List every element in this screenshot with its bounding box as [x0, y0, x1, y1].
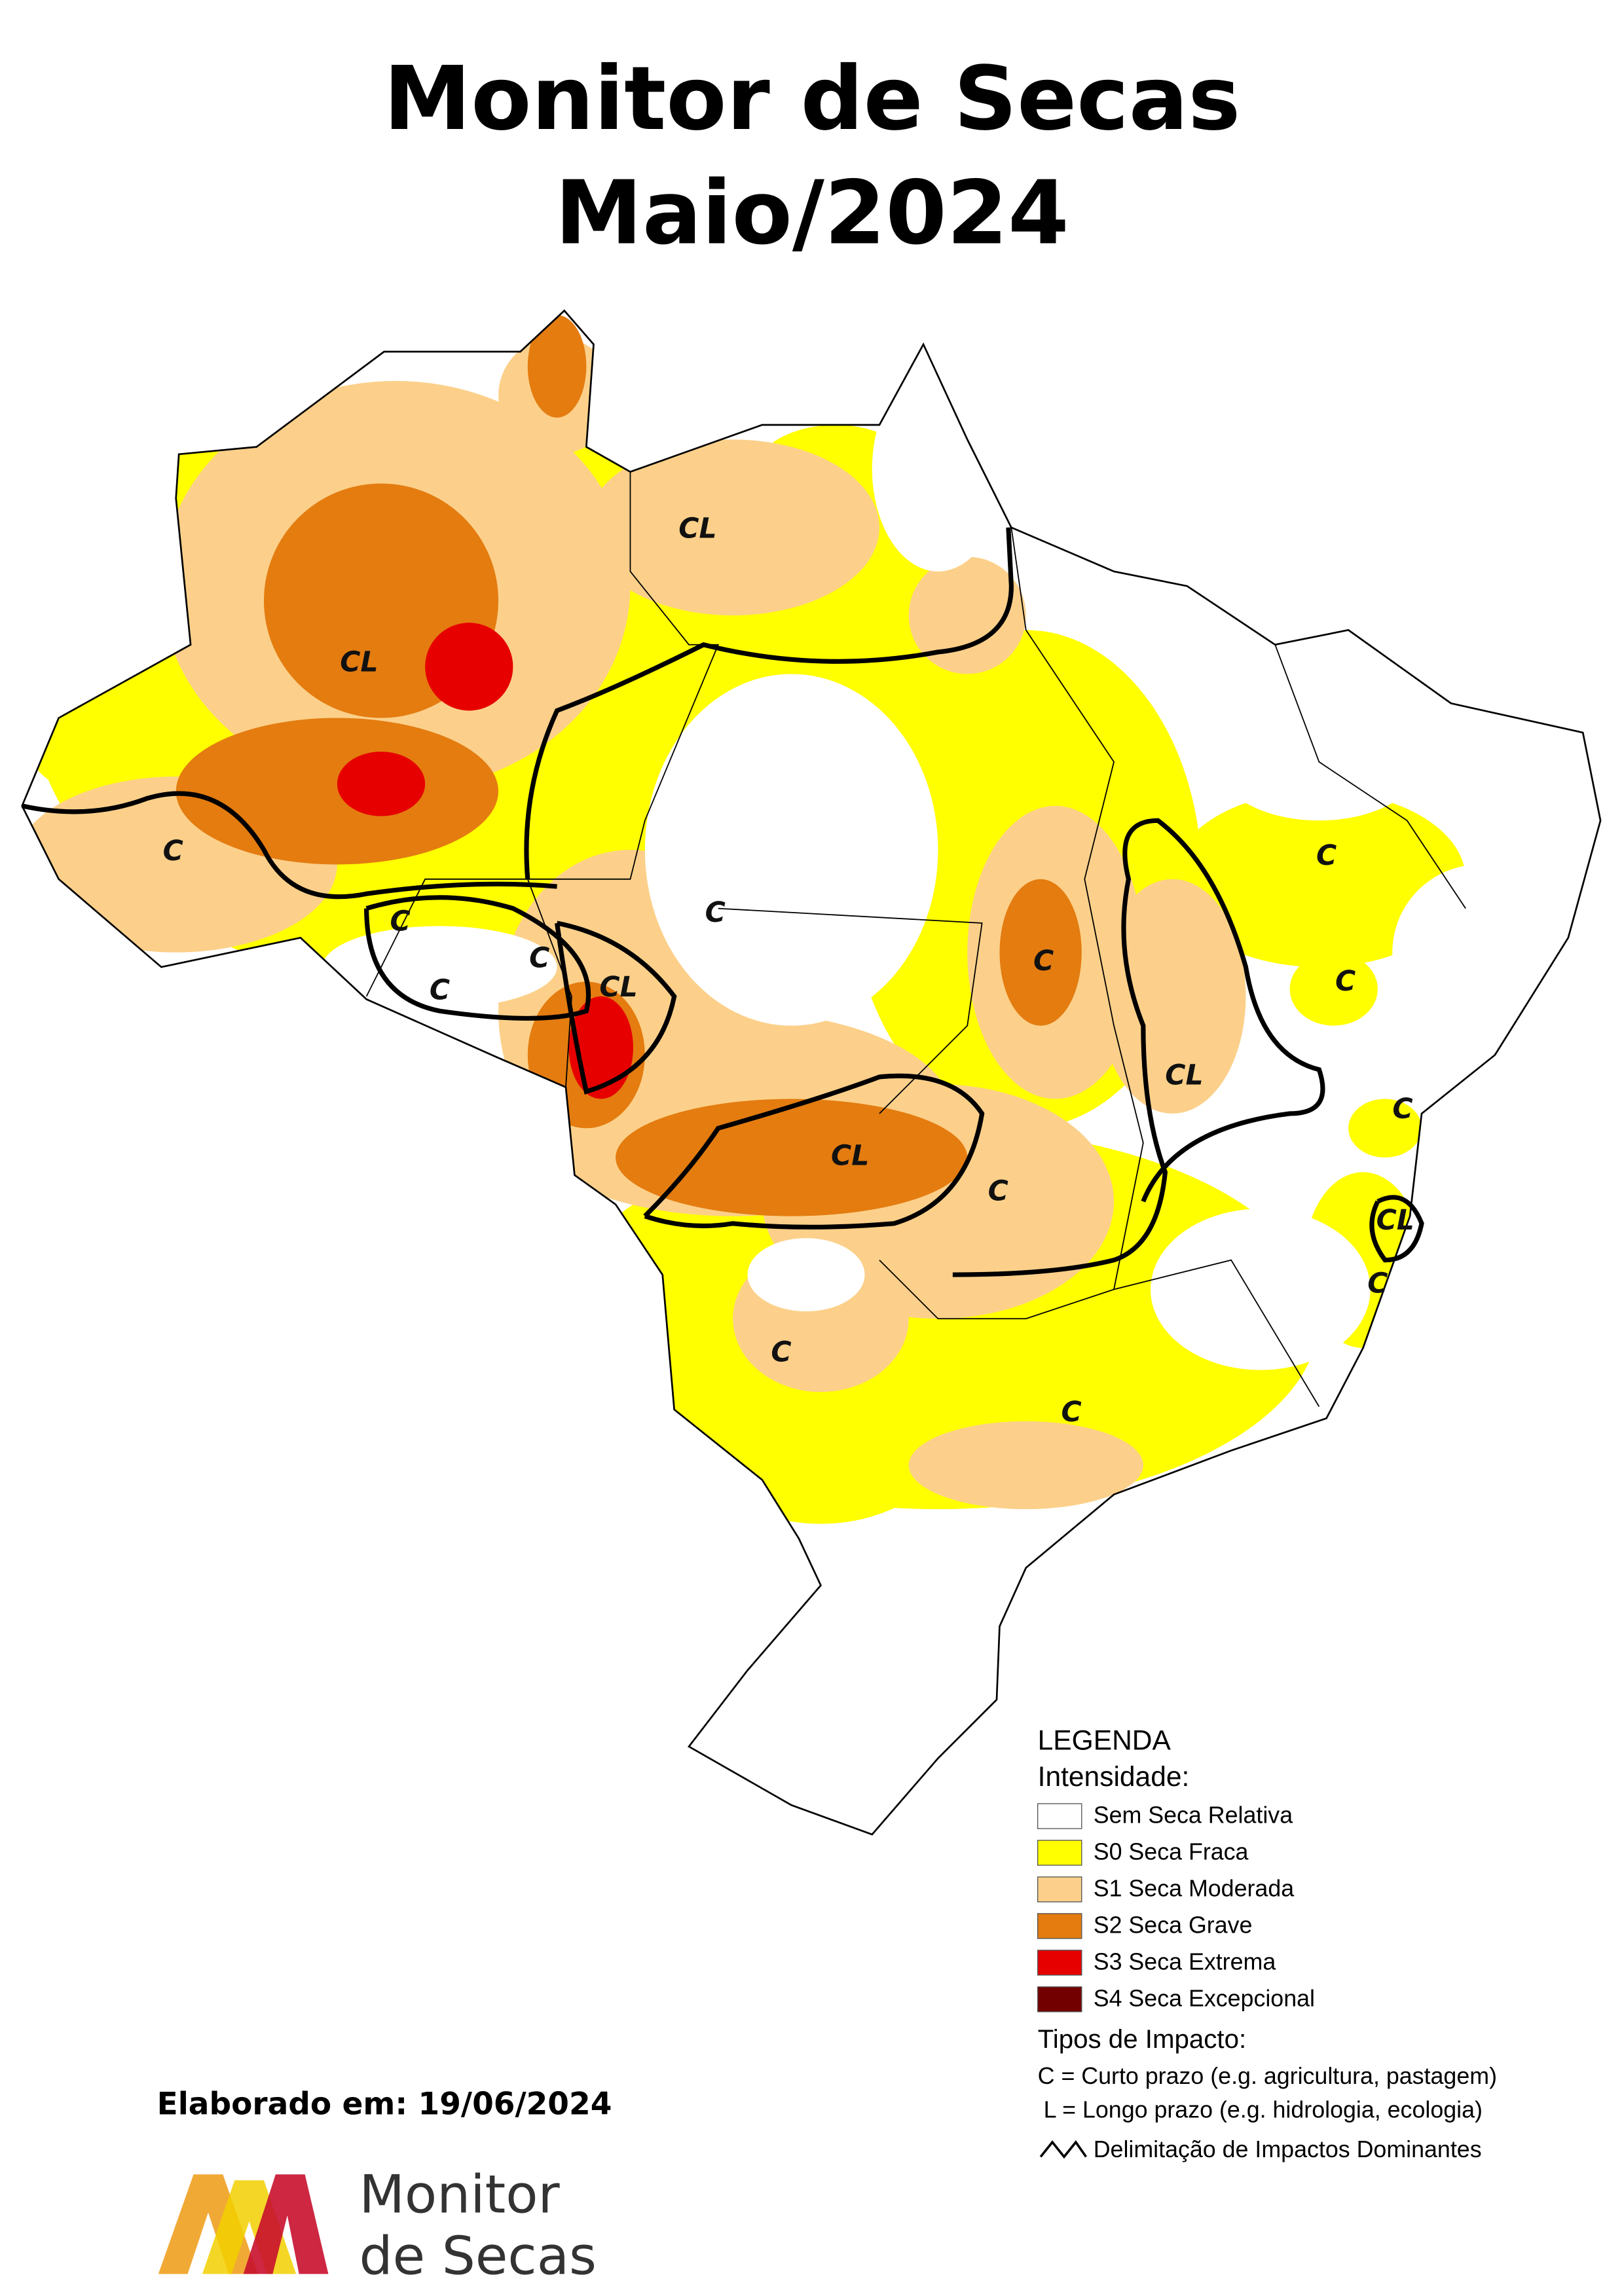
- impact-boundary: [643, 1073, 985, 1230]
- drought-zone: [1172, 791, 1466, 968]
- impact-type: C = Curto prazo (e.g. agricultura, pasta…: [1038, 2063, 1497, 2089]
- drought-zone: [175, 718, 499, 865]
- no-drought-zone: [322, 926, 557, 1008]
- no-drought-zone: [747, 1238, 865, 1312]
- impact-heading: Tipos de Impacto:: [1038, 2024, 1247, 2054]
- no-drought-zone: [747, 1567, 1012, 1802]
- impact-label: C: [529, 942, 549, 974]
- impact-boundary: [555, 920, 677, 1095]
- legend-swatch: [1037, 1913, 1082, 1939]
- impact-boundary: [524, 527, 1014, 880]
- impact-label: CL: [1165, 1059, 1203, 1091]
- drought-zone: [29, 703, 147, 792]
- impact-label: C: [1335, 966, 1356, 998]
- impact-boundary: [21, 791, 557, 900]
- drought-zone: [999, 879, 1082, 1026]
- impact-boundary: [952, 818, 1325, 1277]
- legend-swatch: [1037, 1840, 1082, 1866]
- logo: Monitor de Secas: [158, 2163, 597, 2286]
- impact-label: C: [1061, 1396, 1082, 1429]
- legend-label: S1 Seca Moderada: [1094, 1876, 1295, 1902]
- impact-label: C: [390, 905, 411, 938]
- legend-label: S4 Seca Excepcional: [1094, 1985, 1315, 2011]
- drought-zone: [908, 556, 1026, 674]
- impact-label: CL: [831, 1140, 869, 1173]
- legend-label: Sem Seca Relativa: [1094, 1802, 1293, 1829]
- no-drought-zone: [872, 366, 1005, 572]
- boundary-symbol: [1039, 2140, 1087, 2159]
- no-drought-zone: [1392, 864, 1568, 1041]
- impact-boundary: [1369, 1195, 1424, 1263]
- state-border: [1274, 644, 1466, 909]
- legend: LEGENDA Intensidade: Tipos de Impacto: C…: [1037, 1725, 1497, 2162]
- impact-label: CL: [1376, 1205, 1414, 1237]
- impact-label: C: [1316, 840, 1337, 872]
- impact-type: L = Longo prazo (e.g. hidrologia, ecolog…: [1044, 2096, 1483, 2123]
- drought-zone: [908, 1421, 1143, 1510]
- state-border: [527, 471, 720, 880]
- drought-zone: [1348, 1099, 1422, 1158]
- legend-swatch: [1037, 1986, 1082, 2013]
- state-border: [1010, 527, 1144, 1290]
- logo-text: de Secas: [359, 2225, 597, 2286]
- boundary-label: Delimitação de Impactos Dominantes: [1094, 2136, 1482, 2162]
- drought-zone: [337, 752, 426, 816]
- impact-label: C: [430, 975, 450, 1007]
- impact-label: C: [705, 897, 726, 929]
- legend-heading: LEGENDA: [1038, 1725, 1172, 1756]
- impact-label: C: [1033, 945, 1054, 977]
- drought-zones: [22, 315, 1568, 1802]
- state-border: [879, 1259, 1320, 1407]
- title-line: Maio/2024: [555, 162, 1069, 264]
- title-line: Monitor de Secas: [384, 47, 1241, 150]
- logo-text: Monitor: [359, 2163, 560, 2225]
- drought-zone: [616, 1099, 968, 1216]
- impact-label: CL: [599, 972, 637, 1004]
- legend-swatch: [1037, 1950, 1082, 1976]
- impact-boundary: [364, 895, 591, 1021]
- impact-label: CL: [678, 513, 716, 545]
- created-date: Elaborado em: 19/06/2024: [157, 2086, 612, 2122]
- drought-zone: [527, 315, 587, 418]
- legend-swatch: [1037, 1876, 1082, 1903]
- legend-swatch: [1037, 1803, 1082, 1829]
- impact-label: C: [163, 835, 183, 867]
- logo-shape: [243, 2174, 329, 2274]
- impact-label: C: [771, 1336, 791, 1368]
- impact-label: CL: [340, 646, 378, 678]
- legend-label: S3 Seca Extrema: [1094, 1948, 1276, 1975]
- drought-zone: [1289, 952, 1378, 1026]
- state-border: [718, 907, 983, 1114]
- drought-zone: [425, 623, 513, 711]
- impact-label: C: [988, 1175, 1008, 1207]
- country-border: [21, 309, 1602, 1836]
- no-drought-zone: [733, 1523, 851, 1641]
- impact-label: C: [1367, 1267, 1388, 1300]
- map: CL CL C C C C CL C C CL CL C C C C CL C C C: [21, 309, 1602, 1836]
- impact-label: C: [1392, 1093, 1412, 1125]
- legend-subheading: Intensidade:: [1038, 1762, 1190, 1793]
- drought-zone: [586, 439, 879, 615]
- drought-zone: [568, 996, 633, 1099]
- no-drought-zone: [1150, 1209, 1371, 1370]
- drought-zone: [1099, 879, 1246, 1114]
- legend-label: S2 Seca Grave: [1094, 1912, 1253, 1938]
- legend-label: S0 Seca Fraca: [1094, 1839, 1249, 1865]
- no-drought-zone: [644, 674, 938, 1026]
